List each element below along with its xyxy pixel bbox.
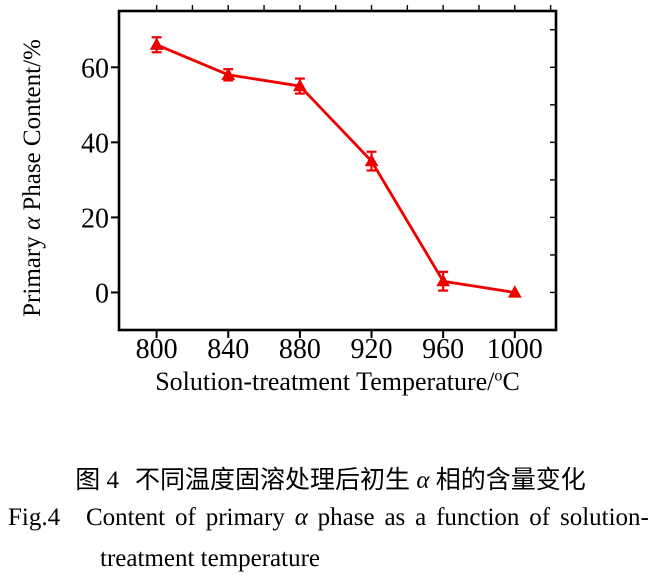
- caption-word: phase: [317, 504, 375, 531]
- plot-border: [117, 9, 558, 332]
- y-tick-label: 20: [81, 203, 109, 234]
- caption-word: Content: [85, 504, 166, 531]
- data-point: [149, 37, 164, 50]
- caption-english-line1: Fig.4 Content of primary α phase as a function of…: [8, 504, 649, 532]
- degree-superscript: o: [494, 367, 503, 385]
- x-tick-label: 960: [422, 334, 464, 365]
- y-tick-label: 0: [95, 278, 109, 309]
- data-point: [364, 153, 379, 167]
- data-line: [156, 43, 516, 294]
- caption-word: a: [415, 504, 427, 531]
- x-tick-label: 1000: [487, 334, 543, 365]
- figure-number-en: Fig.4: [8, 504, 61, 531]
- x-tick-label: 880: [279, 334, 321, 365]
- caption-english-line2: treatment temperature: [100, 545, 321, 572]
- data-point: [221, 67, 236, 80]
- caption-chinese: 图 4 不同温度固溶处理后初生 α 相的含量变化: [75, 467, 586, 494]
- x-axis-title: Solution-treatment Temperature/oC: [155, 367, 520, 396]
- chart-canvas: 800 840 880 920 960 1000 0 20 40 60: [81, 5, 558, 365]
- caption-word: as: [384, 504, 406, 531]
- data-point: [293, 78, 307, 92]
- data-point: [436, 273, 451, 287]
- caption-word: of: [175, 504, 196, 531]
- y-tick-label: 40: [81, 128, 109, 159]
- y-tick-label: 60: [81, 53, 109, 84]
- data-point: [507, 285, 522, 298]
- caption-word: solution-: [559, 504, 649, 531]
- caption-word: primary: [205, 504, 285, 531]
- x-tick-label: 920: [351, 334, 393, 365]
- figure-number-zh: 图 4: [75, 467, 120, 494]
- x-tick-label: 840: [207, 334, 249, 365]
- caption-word: α: [294, 504, 308, 531]
- y-axis-title: Primary α Phase Content/%: [19, 39, 46, 317]
- x-tick-label: 800: [136, 334, 178, 365]
- caption-word: function: [436, 504, 520, 531]
- caption-word: of: [529, 504, 551, 531]
